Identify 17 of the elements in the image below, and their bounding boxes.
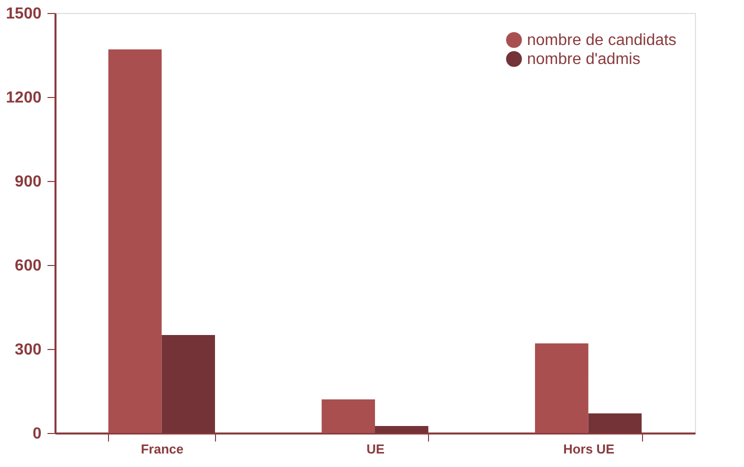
- y-tick-label: 1500: [6, 6, 42, 22]
- legend-label: nombre d'admis: [527, 51, 640, 68]
- x-tick-label: France: [140, 442, 184, 456]
- bar: [588, 413, 642, 433]
- y-tick-label: 0: [32, 426, 42, 442]
- y-tick-label: 1200: [6, 90, 42, 106]
- bar: [535, 343, 588, 433]
- bar: [375, 426, 428, 433]
- y-tick-label: 900: [14, 174, 42, 190]
- x-tick-label: UE: [366, 442, 385, 456]
- bar: [322, 399, 375, 433]
- legend-label: nombre de candidats: [527, 32, 676, 49]
- x-tick-label: Hors UE: [563, 442, 615, 456]
- bar: [162, 335, 215, 433]
- y-tick-label: 600: [14, 258, 42, 274]
- y-tick-label: 300: [14, 342, 42, 358]
- bar: [108, 49, 162, 433]
